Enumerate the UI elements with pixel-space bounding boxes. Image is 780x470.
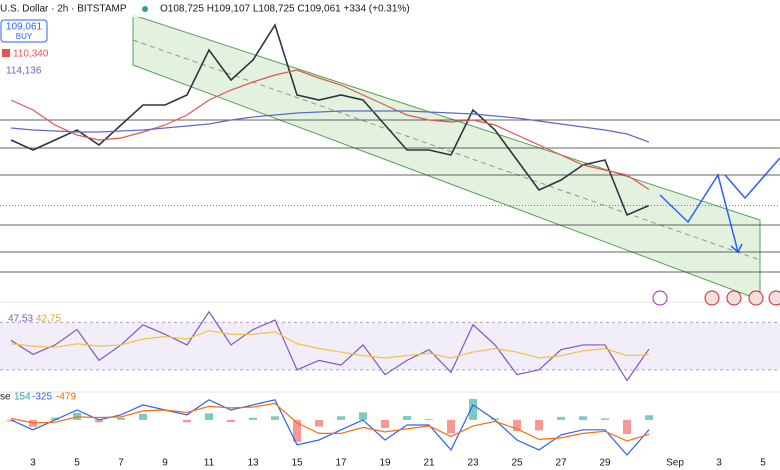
legend-swatch <box>2 49 10 57</box>
histogram-bar <box>117 417 125 420</box>
x-tick-label: 23 <box>467 458 479 469</box>
series-line <box>10 69 650 191</box>
x-tick-label: 29 <box>599 458 611 469</box>
x-tick-label: 9 <box>162 458 168 469</box>
histogram-bar <box>95 419 103 423</box>
x-tick-label: Sep <box>666 458 684 469</box>
series-line <box>10 399 650 456</box>
histogram-bar <box>491 418 499 420</box>
histogram-bar <box>271 416 279 420</box>
macd-line: -325 <box>32 392 52 403</box>
series-line <box>10 402 650 442</box>
projection <box>724 157 780 200</box>
channel-mid <box>132 39 761 261</box>
channel <box>132 14 761 301</box>
macd-prefix: se <box>0 392 11 403</box>
histogram-bar <box>293 419 301 442</box>
histogram-bar <box>249 417 257 420</box>
series-line <box>10 310 650 382</box>
status-dot <box>142 6 148 12</box>
x-tick-label: 21 <box>423 458 435 469</box>
legend-ma-blue: 114,136 <box>6 66 42 77</box>
histogram-bar <box>425 419 433 420</box>
histogram-bar <box>51 417 59 420</box>
background <box>0 14 780 393</box>
histogram-bar <box>535 419 543 431</box>
histogram-bar <box>623 419 631 434</box>
projection <box>659 173 739 253</box>
macd-signal: -479 <box>56 392 76 403</box>
x-tick-label: 7 <box>118 458 124 469</box>
histogram-bar <box>139 413 147 420</box>
flag-icon[interactable] <box>748 290 764 306</box>
x-tick-label: 19 <box>379 458 391 469</box>
x-tick-label: 11 <box>204 458 215 469</box>
rsi-ma: 42.75 <box>36 314 61 325</box>
ohlc: O108,725 H109,107 L108,725 C109,061 +334… <box>160 4 410 15</box>
series-line <box>10 110 650 143</box>
histogram-bar <box>513 419 521 431</box>
histogram-bar <box>579 416 587 420</box>
flag-icon[interactable] <box>726 290 742 306</box>
badge-price[interactable]: 109,061 <box>6 22 43 33</box>
badge-action[interactable]: BUY <box>16 32 33 41</box>
x-tick-label: 13 <box>247 458 259 469</box>
histogram-bar <box>447 419 455 434</box>
buy-button[interactable] <box>0 19 48 43</box>
x-tick-label: 27 <box>555 458 567 469</box>
histogram-bar <box>403 416 411 420</box>
histogram-bar <box>315 419 323 427</box>
series-line <box>10 330 650 359</box>
histogram-bar <box>381 419 389 428</box>
x-tick-label: 3 <box>716 458 722 469</box>
histogram-bar <box>205 413 213 420</box>
histogram-bar <box>337 416 345 420</box>
series-line <box>10 23 650 217</box>
rsi-value: 47.53 <box>8 314 33 325</box>
x-tick-label: 17 <box>335 458 347 469</box>
rsi-band <box>0 322 780 370</box>
histogram-bar <box>183 419 191 423</box>
x-tick-label: 3 <box>30 458 36 469</box>
event-icon[interactable] <box>652 290 668 306</box>
flag-icon[interactable] <box>704 290 720 306</box>
x-tick-label: 15 <box>291 458 303 469</box>
legend-ma-red: 110,340 <box>13 49 49 60</box>
histogram-bar <box>227 419 235 422</box>
x-tick-label: 5 <box>74 458 80 469</box>
header-bg <box>0 0 780 17</box>
histogram-bar <box>645 415 653 420</box>
histogram-bar <box>359 412 367 420</box>
histogram-bar <box>557 416 565 420</box>
histogram-bar <box>469 398 477 420</box>
macd-hist: 154 <box>14 392 31 403</box>
x-tick-label: 25 <box>511 458 523 469</box>
x-tick-label: 5 <box>760 458 766 469</box>
flag-icon[interactable] <box>768 290 780 306</box>
histogram-bar <box>601 418 609 420</box>
histogram-bar <box>7 419 15 422</box>
symbol: U.S. Dollar · 2h · BITSTAMP <box>0 4 127 15</box>
